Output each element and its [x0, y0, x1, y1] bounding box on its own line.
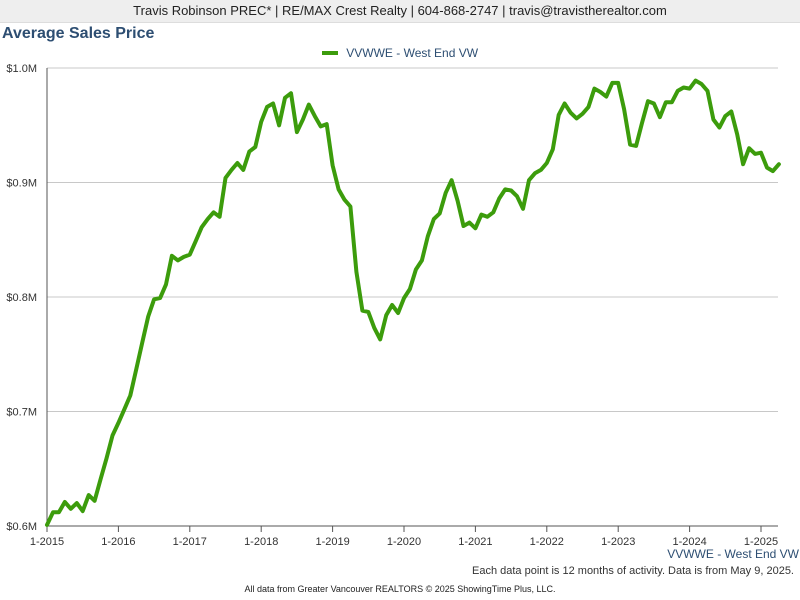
x-tick-label: 1-2018	[244, 536, 278, 548]
y-tick-label: $0.7M	[6, 407, 37, 419]
top-banner: Travis Robinson PREC* | RE/MAX Crest Rea…	[0, 0, 800, 23]
legend-swatch	[321, 50, 338, 55]
x-tick-label: 1-2017	[173, 536, 207, 548]
x-tick-label: 1-2023	[601, 536, 635, 548]
x-axis-series-label: VVWWE - West End VW	[667, 547, 799, 561]
x-tick-label: 1-2015	[30, 536, 64, 548]
x-tick-label: 1-2024	[672, 536, 706, 548]
legend-label: VVWWE - West End VW	[346, 46, 479, 60]
grid-lines	[47, 67, 778, 527]
footer-note: Each data point is 12 months of activity…	[471, 565, 794, 577]
series-layer	[45, 78, 781, 527]
y-tick-label: $0.6M	[6, 521, 37, 533]
x-tick-label: 1-2019	[315, 536, 349, 548]
axes: $0.6M $0.7M $0.8M $0.9M $1.0M 1-2015 1-2016 1-2…	[6, 63, 778, 548]
chart-legend[interactable]: VVWWE - West End VW	[0, 46, 800, 60]
credits: All data from Greater Vancouver REALTORS…	[244, 584, 556, 594]
y-tick-label: $1.0M	[6, 63, 37, 75]
x-tick-label: 1-2021	[458, 536, 492, 548]
y-tick-label: $0.8M	[6, 292, 37, 304]
y-tick-label: $0.9M	[6, 178, 37, 190]
x-tick-label: 1-2025	[744, 536, 778, 548]
chart-title: Average Sales Price	[2, 25, 155, 42]
series-line[interactable]	[45, 78, 781, 527]
x-tick-label: 1-2016	[101, 536, 135, 548]
x-tick-label: 1-2022	[530, 536, 564, 548]
x-tick-label: 1-2020	[387, 536, 421, 548]
